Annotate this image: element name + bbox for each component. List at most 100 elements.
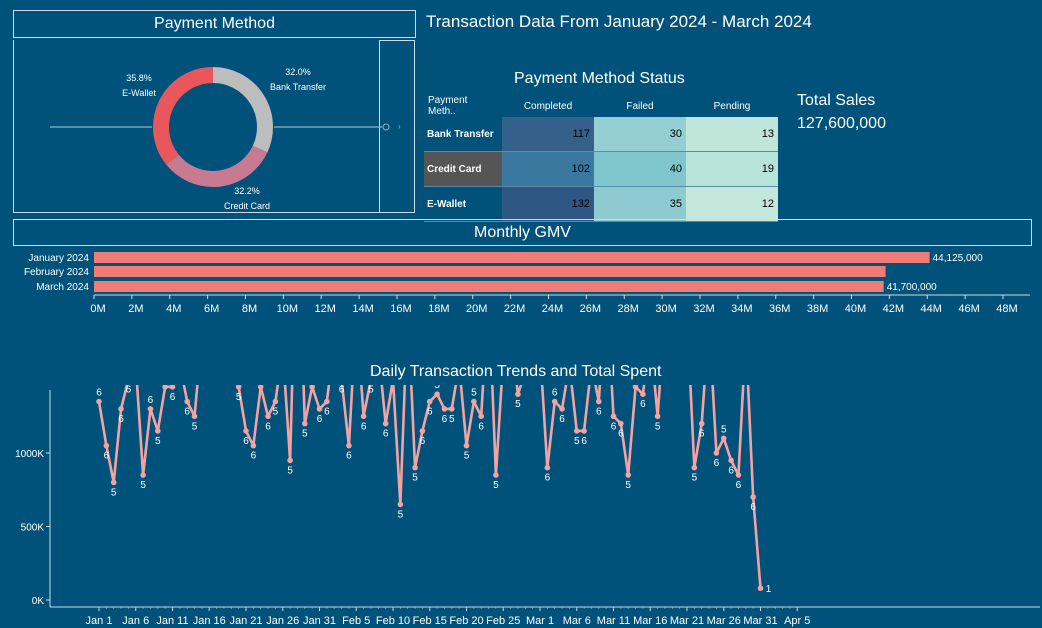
total-sales-label: Total Sales [797, 92, 875, 110]
point-count-label: 6 [714, 458, 720, 469]
point-count-label: 6 [243, 436, 249, 447]
table-cell: 102 [502, 152, 594, 187]
bar-category-label: February 2024 [24, 267, 89, 278]
point-count-label: 6 [346, 451, 352, 462]
x-tick-label: 12M [315, 303, 336, 315]
x-tick-label: Feb 20 [449, 615, 483, 627]
x-tick-label: 20M [466, 303, 487, 315]
point-count-label: 5 [302, 429, 308, 440]
point-count-label: 5 [368, 385, 374, 396]
x-tick-label: 18M [428, 303, 449, 315]
x-tick-label: 48M [996, 303, 1017, 315]
x-tick-label: 34M [731, 303, 752, 315]
daily-point [118, 406, 124, 412]
daily-point [714, 450, 720, 456]
slice-percent-label: 35.8% [126, 73, 152, 83]
reference-handle [383, 124, 389, 130]
daily-point [170, 385, 176, 390]
row-label: Credit Card [424, 152, 502, 187]
daily-point [287, 458, 293, 464]
point-count-label: 6 [104, 451, 110, 462]
daily-point [640, 391, 646, 397]
daily-point [104, 443, 110, 449]
x-tick-label: Mar 11 [597, 615, 630, 627]
point-count-label: 6 [427, 407, 433, 418]
x-tick-label: 16M [390, 303, 411, 315]
daily-point [596, 399, 602, 405]
column-header: Pending [686, 95, 778, 117]
daily-point [692, 465, 698, 471]
table-cell: 19 [686, 152, 778, 187]
bar-value-label: 41,700,000 [887, 282, 937, 293]
point-count-label: 5 [692, 473, 698, 484]
gmv-bar [94, 281, 884, 292]
x-tick-label: Mar 26 [707, 615, 741, 627]
point-count-label: 1 [766, 584, 772, 595]
x-tick-label: Mar 16 [633, 615, 667, 627]
point-count-label: 5 [140, 480, 146, 491]
total-sales-value: 127,600,000 [797, 115, 886, 133]
donut-slice [213, 75, 265, 149]
y-tick-label: 500K [21, 523, 45, 534]
daily-point [236, 385, 242, 390]
daily-point [559, 406, 565, 412]
daily-point [625, 472, 631, 478]
point-count-label: 5 [449, 414, 455, 425]
daily-point [449, 406, 455, 412]
x-tick-label: Jan 1 [86, 615, 113, 627]
bar-category-label: March 2024 [36, 282, 89, 293]
table-row: E-Wallet 132 35 12 [424, 187, 778, 222]
point-count-label: 5 [287, 465, 293, 476]
point-count-label: 6 [478, 421, 484, 432]
point-count-label: 6 [545, 473, 551, 484]
daily-point [699, 421, 705, 427]
point-count-label: 6 [251, 451, 257, 462]
point-count-label: 5 [236, 392, 242, 403]
x-tick-label: Jan 11 [156, 615, 188, 627]
point-count-label: 6 [736, 480, 742, 491]
monthly-gmv-title: Monthly GMV [13, 219, 1032, 246]
point-count-label: 6 [118, 414, 124, 425]
x-tick-label: Jan 26 [266, 615, 299, 627]
point-count-label: 6 [126, 385, 132, 396]
x-tick-label: 6M [204, 303, 219, 315]
point-count-label: 6 [552, 388, 558, 399]
point-count-label: 5 [625, 480, 631, 491]
point-count-label: 5 [273, 407, 279, 418]
daily-point [302, 421, 308, 427]
daily-point [148, 406, 154, 412]
table-cell: 13 [686, 117, 778, 152]
x-tick-label: 28M [618, 303, 639, 315]
payment-status-table: Payment Meth.. Completed Failed Pending … [424, 95, 778, 222]
point-count-label: 6 [618, 429, 624, 440]
gmv-bar [94, 252, 930, 263]
x-tick-label: Feb 5 [342, 615, 370, 627]
daily-point [464, 443, 470, 449]
table-cell: 30 [594, 117, 686, 152]
point-count-label: 6 [148, 395, 154, 406]
point-count-label: 6 [265, 421, 271, 432]
point-count-label: 6 [383, 429, 389, 440]
point-count-label: 5 [515, 399, 521, 410]
daily-point [111, 480, 117, 486]
x-tick-label: Jan 31 [303, 615, 336, 627]
x-tick-label: Feb 25 [486, 615, 520, 627]
point-count-label: 5 [471, 388, 477, 399]
point-count-label: 6 [184, 407, 190, 418]
x-tick-label: 2M [128, 303, 143, 315]
table-cell: 117 [502, 117, 594, 152]
point-count-label: 5 [111, 487, 117, 498]
x-tick-label: 42M [883, 303, 904, 315]
daily-point [750, 494, 756, 500]
point-count-label: 6 [640, 399, 646, 410]
payment-method-donut-chart: › 35.8% E-Wallet 32.0% Bank Transfer 32.2% Cre… [0, 0, 430, 220]
x-tick-label: 36M [769, 303, 790, 315]
reference-handle: › [398, 122, 401, 131]
x-tick-label: Mar 31 [743, 615, 777, 627]
x-tick-label: 4M [166, 303, 181, 315]
daily-point [611, 413, 617, 419]
daily-point [721, 436, 727, 442]
point-count-label: 5 [155, 436, 161, 447]
y-tick-label: 1500K [15, 385, 44, 387]
point-count-label: 6 [750, 502, 756, 513]
